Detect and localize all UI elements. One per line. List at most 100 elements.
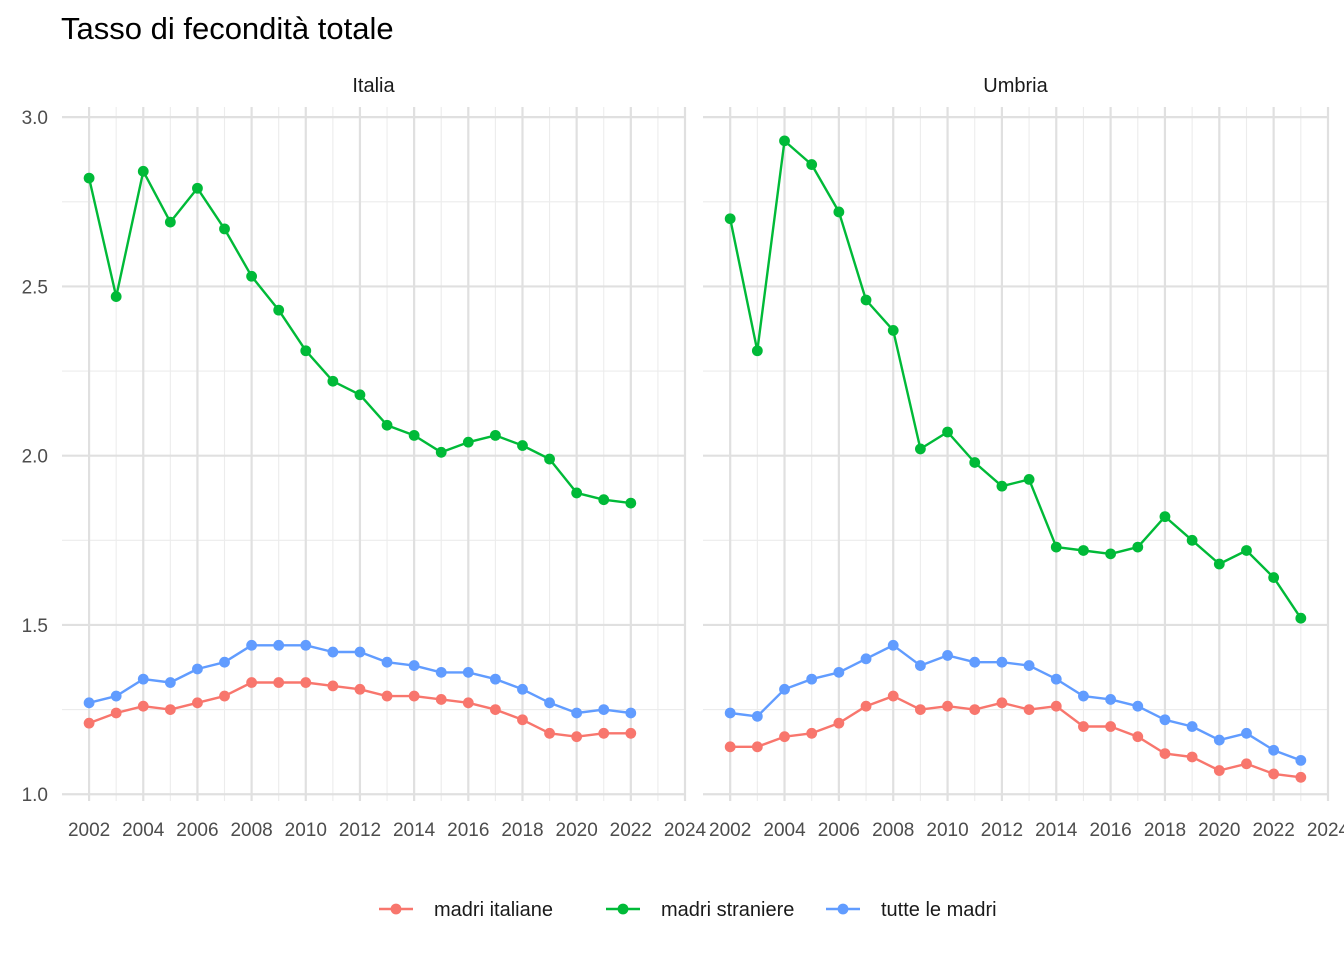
data-point: [724, 213, 736, 225]
data-point: [1159, 511, 1171, 523]
data-point: [435, 694, 447, 705]
legend-label: madri straniere: [661, 899, 794, 921]
data-point: [246, 639, 258, 651]
data-point: [83, 172, 95, 184]
data-point: [1213, 558, 1225, 570]
data-point: [489, 673, 501, 685]
data-point: [489, 429, 501, 441]
data-point: [1050, 541, 1062, 553]
data-point: [300, 345, 312, 357]
data-point: [914, 704, 926, 715]
data-point: [1186, 721, 1198, 732]
panel-italia: Italia 1.0 1.5 2.0 2.5 3.0 2002 2004 2006 2008 201…: [22, 75, 707, 841]
data-point: [435, 446, 447, 458]
data-point: [408, 690, 420, 702]
data-point: [273, 639, 285, 651]
data-point: [806, 673, 818, 685]
data-point: [1023, 660, 1035, 671]
series-line: [729, 139, 1302, 619]
legend-item-tutte-le-madri: tutte le madri: [826, 899, 997, 921]
x-tick-label: 2024: [664, 820, 707, 841]
data-point: [517, 440, 528, 451]
data-point: [996, 697, 1008, 709]
legend: madri italiane madri straniere tutte le ma…: [379, 899, 997, 921]
data-point: [300, 677, 312, 688]
data-point: [1105, 548, 1117, 560]
y-tick-label: 1.5: [22, 616, 48, 637]
data-point: [1213, 765, 1225, 776]
legend-item-madri-straniere: madri straniere: [606, 899, 794, 921]
data-point: [381, 690, 393, 702]
data-point: [164, 216, 176, 228]
data-point: [1295, 771, 1307, 783]
series-madri-straniere: [724, 135, 1307, 624]
data-point: [571, 731, 583, 743]
x-tick-label: 2006: [818, 820, 860, 841]
data-point: [806, 159, 818, 170]
chart-title: Tasso di fecondità totale: [61, 11, 394, 46]
data-point: [969, 704, 981, 715]
y-tick-label: 2.5: [22, 277, 48, 298]
data-point: [751, 345, 763, 357]
data-point: [381, 419, 393, 431]
x-tick-label: 2020: [556, 820, 598, 841]
data-point: [219, 223, 230, 235]
x-tick-label: 2002: [68, 820, 110, 841]
data-point: [571, 487, 583, 499]
data-point: [1186, 534, 1198, 546]
legend-key-point: [617, 903, 629, 915]
data-point: [860, 700, 872, 712]
data-point: [942, 700, 953, 712]
series-tutte-le-madri: [724, 639, 1307, 766]
series-madri-italiane: [83, 677, 637, 743]
x-tick-label: 2008: [872, 820, 914, 841]
data-point: [724, 707, 736, 719]
x-tick-label: 2016: [447, 820, 489, 841]
data-point: [1078, 690, 1089, 702]
x-tick-label: 2010: [285, 820, 327, 841]
data-point: [860, 294, 872, 306]
data-point: [1241, 758, 1252, 770]
x-tick-label: 2018: [1144, 820, 1186, 841]
data-point: [110, 690, 122, 702]
data-point: [192, 697, 203, 709]
data-point: [1132, 731, 1144, 743]
facet-label: Umbria: [983, 75, 1048, 97]
data-point: [1268, 572, 1280, 583]
data-point: [1023, 704, 1035, 715]
data-point: [1159, 714, 1171, 726]
data-point: [833, 666, 845, 678]
data-point: [327, 646, 339, 658]
series-line: [730, 644, 1302, 762]
data-point: [598, 727, 610, 739]
x-tick-label: 2022: [610, 820, 652, 841]
data-point: [779, 731, 790, 743]
data-point: [273, 304, 285, 316]
data-point: [354, 683, 366, 695]
data-point: [942, 426, 953, 438]
y-tick-label: 3.0: [22, 108, 48, 129]
data-point: [969, 656, 981, 668]
data-point: [625, 707, 637, 719]
data-point: [381, 656, 393, 668]
data-point: [517, 714, 528, 726]
x-tick-label: 2018: [501, 820, 543, 841]
data-point: [544, 453, 555, 465]
x-tick-label: 2004: [763, 820, 806, 841]
data-point: [408, 429, 420, 441]
data-point: [1295, 612, 1307, 624]
data-point: [1050, 700, 1062, 712]
data-point: [408, 660, 420, 671]
x-tick-label: 2024: [1307, 820, 1344, 841]
data-point: [751, 710, 763, 722]
data-point: [1078, 545, 1089, 556]
data-point: [192, 663, 203, 675]
data-point: [354, 646, 366, 658]
data-point: [164, 677, 176, 688]
data-point: [273, 677, 285, 688]
data-point: [833, 206, 845, 218]
legend-label: tutte le madri: [881, 899, 997, 921]
data-point: [887, 690, 899, 702]
data-point: [1105, 721, 1117, 732]
x-tick-label: 2014: [1035, 820, 1078, 841]
